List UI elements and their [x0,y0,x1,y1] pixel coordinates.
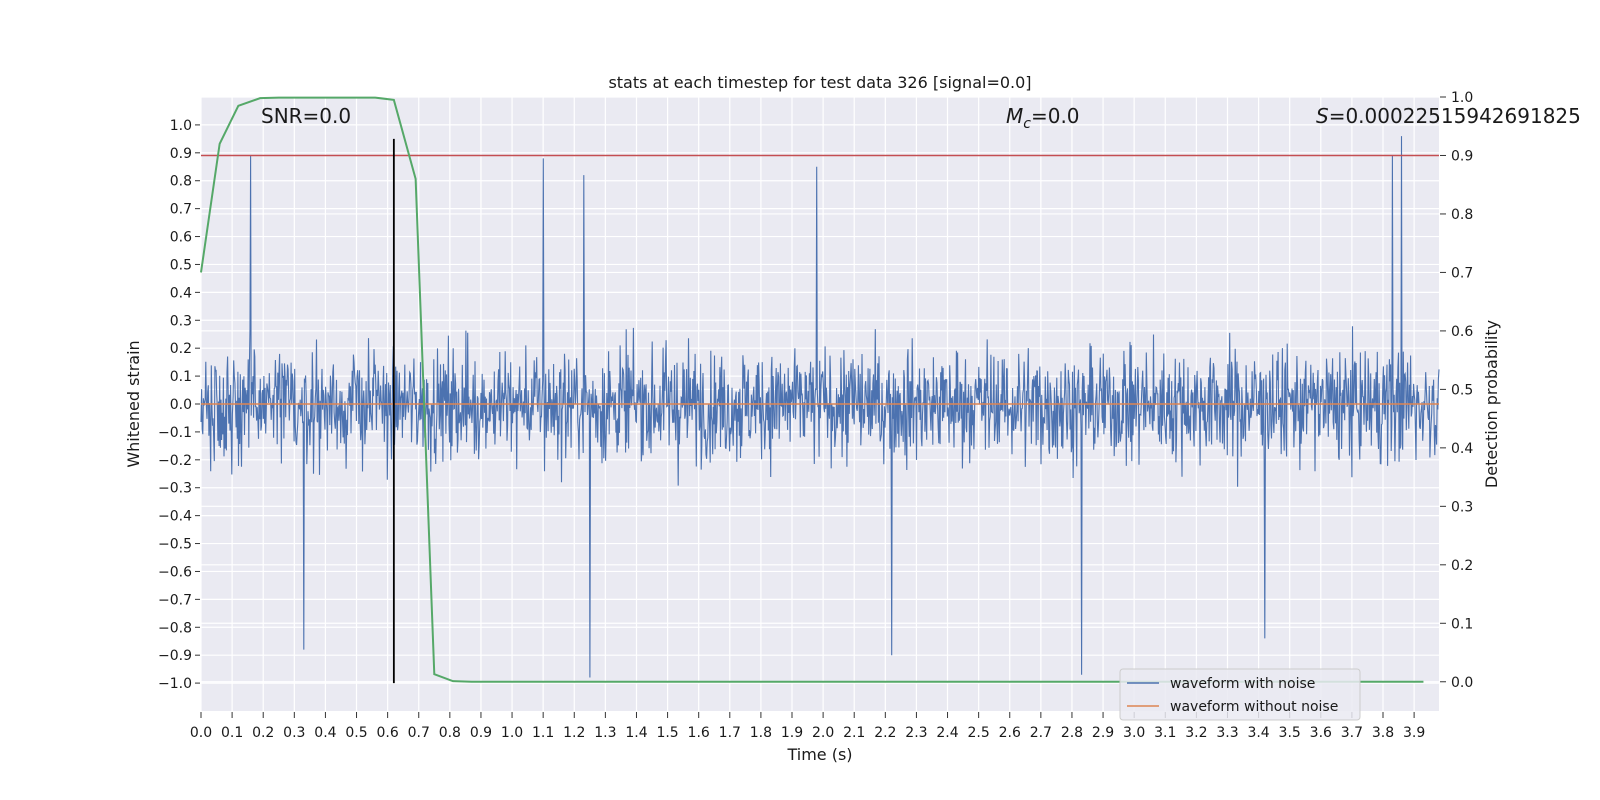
y-tick-label: −0.1 [158,425,192,441]
y-tick-label: 0.8 [170,174,192,190]
y-tick-label: −0.7 [158,592,192,608]
x-tick-label: 1.5 [656,725,678,741]
s-symbol: S [1316,104,1329,128]
y-tick-label: 0.5 [170,257,192,273]
s-value: =0.00022515942691825 [1329,104,1581,128]
y-axis-label: Whitened strain [124,340,143,467]
x-tick-label: 3.5 [1279,725,1301,741]
series-detection-probability [200,96,1424,683]
y-tick-label: −0.2 [158,453,192,469]
y2-tick-label: 0.2 [1451,558,1473,574]
x-tick-label: 0.9 [470,725,492,741]
y-tick-label: 0.9 [170,146,192,162]
x-tick-label: 2.2 [874,725,896,741]
y2-axis-label: Detection probability [1482,320,1501,488]
x-tick-label: 3.1 [1154,725,1176,741]
x-tick-label: 3.3 [1216,725,1238,741]
x-tick-label: 0.5 [345,725,367,741]
x-tick-label: 2.9 [1092,725,1114,741]
x-tick-label: 1.8 [750,725,772,741]
x-tick-label: 0.2 [252,725,274,741]
y-tick-label: −0.4 [158,509,192,525]
y-tick-label: 0.2 [170,341,192,357]
x-tick-label: 3.8 [1372,725,1394,741]
legend-box [1119,668,1361,721]
x-tick-label: 2.3 [905,725,927,741]
y2-tick-label: 1.0 [1451,90,1473,106]
y2-tick-label: 0.8 [1451,207,1473,223]
legend-label-waveform-without-noise: waveform without noise [1170,699,1338,715]
x-tick-label: 1.4 [625,725,647,741]
tick-labels: 1.0 0.9 0.8 0.7 0.6 0.5 0.4 0.3 0.2 0.1 0.0 −0.1 −0.… [158,90,1473,741]
x-tick-label: 2.6 [999,725,1021,741]
y2-tick-label: 0.4 [1451,441,1473,457]
x-tick-label: 3.0 [1123,725,1145,741]
y-tick-label: 0.4 [170,285,192,301]
x-tick-label: 1.6 [688,725,710,741]
y2-tick-label: 0.0 [1451,675,1473,691]
data-series [200,96,1440,684]
x-tick-label: 0.3 [283,725,305,741]
x-tick-label: 0.0 [190,725,212,741]
chirp-mass-subscript: c [1023,116,1031,132]
y-tick-label: −1.0 [158,676,192,692]
snr-annotation: SNR=0.0 [261,104,351,128]
x-tick-label: 1.3 [594,725,616,741]
y-tick-label: −0.8 [158,620,192,636]
y-tick-label: 0.0 [170,397,192,413]
legend-label-waveform-with-noise: waveform with noise [1170,676,1315,692]
x-tick-label: 1.9 [781,725,803,741]
x-tick-label: 1.2 [563,725,585,741]
y2-tick-label: 0.3 [1451,499,1473,515]
x-tick-label: 0.4 [314,725,336,741]
y-tick-label: 0.1 [170,369,192,385]
x-tick-label: 3.9 [1403,725,1425,741]
y-tick-label: −0.3 [158,481,192,497]
x-tick-label: 1.0 [501,725,523,741]
x-tick-label: 3.7 [1341,725,1363,741]
chart-title: stats at each timestep for test data 326… [608,73,1031,92]
s-annotation: S=0.00022515942691825 [1316,104,1581,128]
x-tick-label: 0.6 [377,725,399,741]
chirp-mass-symbol: M [1006,104,1023,128]
y2-tick-label: 0.9 [1451,148,1473,164]
x-tick-label: 3.4 [1247,725,1269,741]
y2-tick-label: 0.6 [1451,324,1473,340]
chirp-mass-value: =0.0 [1031,104,1080,128]
x-tick-label: 2.5 [968,725,990,741]
y2-tick-label: 0.1 [1451,616,1473,632]
x-tick-label: 2.7 [1030,725,1052,741]
y-tick-label: −0.9 [158,648,192,664]
x-tick-label: 2.0 [812,725,834,741]
y2-tick-label: 0.5 [1451,382,1473,398]
x-tick-label: 2.4 [936,725,958,741]
x-axis-label: Time (s) [786,745,852,764]
y-tick-label: 1.0 [170,118,192,134]
chirp-mass-annotation: Mc=0.0 [1006,104,1080,132]
legend: waveform with noise waveform without noi… [1119,668,1361,721]
x-tick-label: 3.6 [1310,725,1332,741]
x-tick-label: 1.7 [719,725,741,741]
y-tick-label: −0.5 [158,537,192,553]
x-tick-label: 2.1 [843,725,865,741]
x-tick-label: 2.8 [1061,725,1083,741]
y-tick-label: 0.3 [170,313,192,329]
x-tick-label: 0.7 [408,725,430,741]
x-tick-label: 0.1 [221,725,243,741]
series-waveform-with-noise [200,136,1440,678]
y-tick-label: 0.6 [170,230,192,246]
y-tick-label: 0.7 [170,202,192,218]
x-tick-label: 0.8 [439,725,461,741]
x-tick-label: 3.2 [1185,725,1207,741]
x-tick-label: 1.1 [532,725,554,741]
y2-tick-label: 0.7 [1451,265,1473,281]
y-tick-label: −0.6 [158,564,192,580]
